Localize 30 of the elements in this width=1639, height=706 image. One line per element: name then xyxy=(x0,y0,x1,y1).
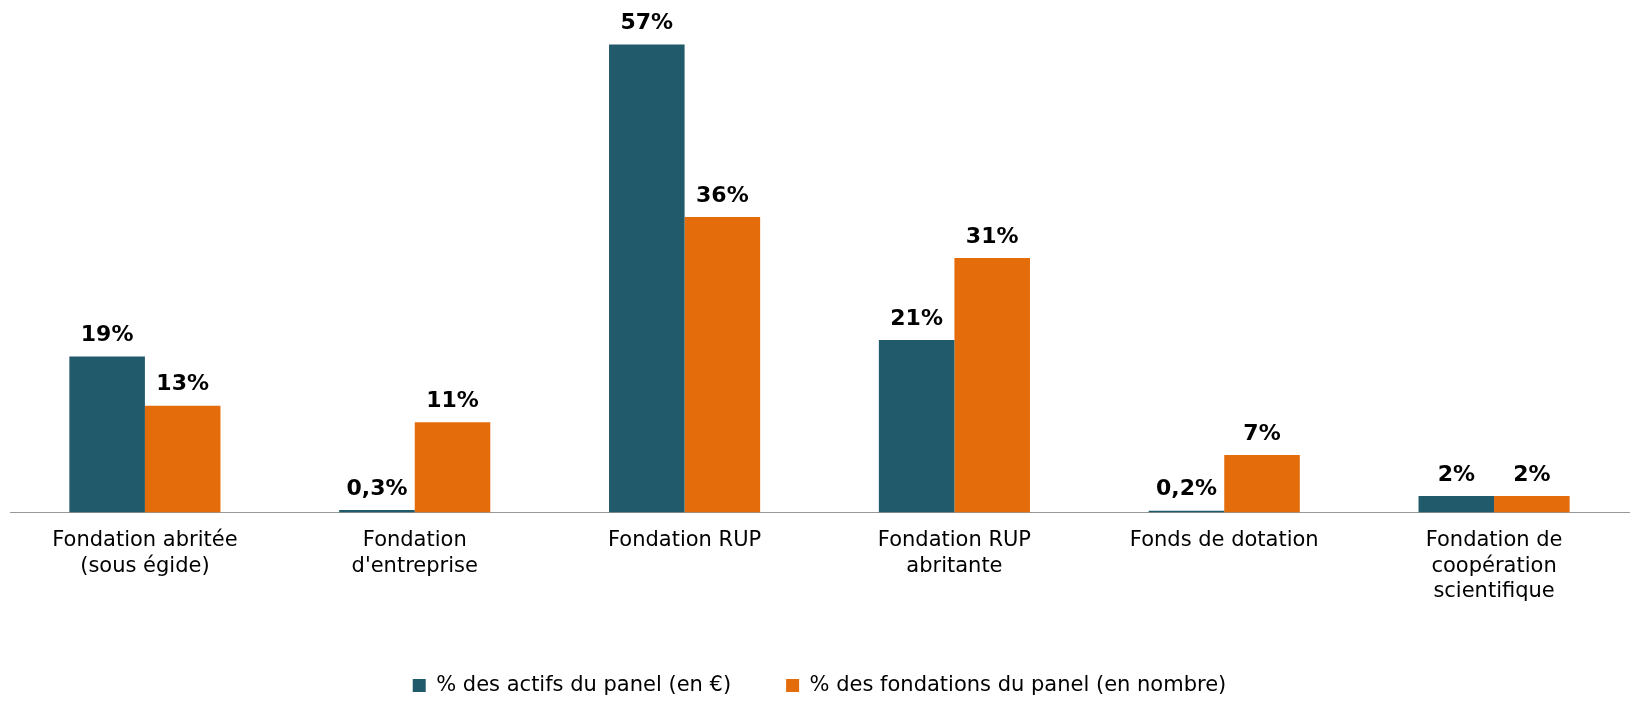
bar xyxy=(144,405,221,513)
data-label: 13% xyxy=(156,370,210,396)
bar xyxy=(878,340,955,513)
data-label: 2% xyxy=(1437,460,1475,486)
bar xyxy=(954,257,1030,513)
bar xyxy=(609,44,685,513)
legend-label: % des actifs du panel (en €) xyxy=(436,671,732,696)
data-label: 21% xyxy=(890,304,943,330)
bar xyxy=(1224,454,1300,513)
data-label: 57% xyxy=(620,9,674,35)
data-label: 2% xyxy=(1513,460,1551,486)
data-label: 31% xyxy=(965,222,1019,248)
x-tick-label: Fondation abritée (sous égide) xyxy=(52,527,238,577)
bar xyxy=(1418,495,1495,513)
x-tick-label: Fondation RUP xyxy=(607,527,762,552)
bar xyxy=(684,216,761,513)
data-label: 0,2% xyxy=(1155,475,1217,501)
legend-label: % des fondations du panel (en nombre) xyxy=(809,671,1227,696)
x-tick-label: Fondation de coopération scientifique xyxy=(1425,527,1563,602)
bar xyxy=(69,356,145,513)
x-tick-label: Fonds de dotation xyxy=(1129,527,1319,552)
bar xyxy=(1494,495,1570,513)
x-tick-label: Fondation RUP abritante xyxy=(877,527,1032,577)
data-label: 19% xyxy=(80,321,134,347)
data-label: 7% xyxy=(1243,419,1281,445)
data-label: 11% xyxy=(426,386,479,412)
data-label: 36% xyxy=(696,181,749,207)
bar xyxy=(414,422,491,513)
data-label: 0,3% xyxy=(346,474,408,500)
x-tick-label: Fondation d'entreprise xyxy=(351,527,478,577)
